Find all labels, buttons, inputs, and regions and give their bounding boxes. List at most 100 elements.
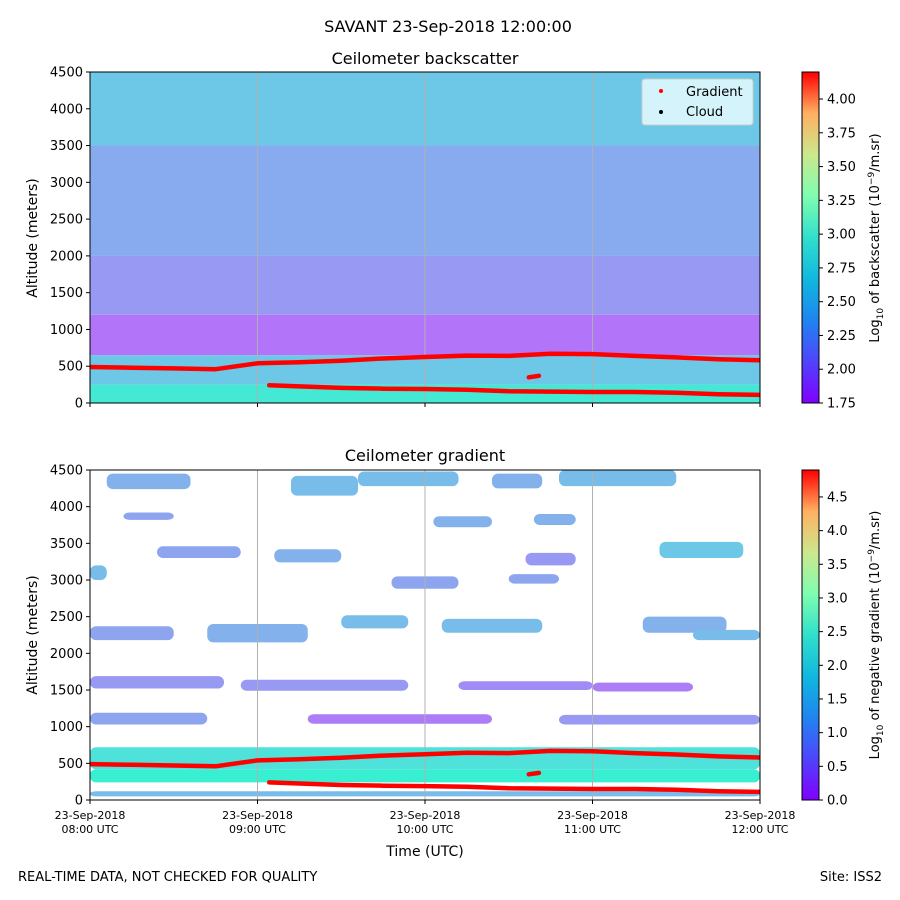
colorbar-tick-label-6: 3.0	[827, 591, 848, 606]
gradient-layer-22	[291, 475, 358, 496]
gradient-layer-15	[693, 629, 760, 641]
y-tick-label-1: 500	[58, 360, 83, 375]
colorbar-tick-label-7: 3.50	[827, 160, 856, 175]
gradient-y-axis: 0 500 1000 1500 2000 2500 3000 3500 4000 4500	[50, 464, 90, 809]
gradient-series-line-1	[266, 780, 760, 795]
x-tick-label-4-1: 12:00 UTC	[731, 823, 788, 836]
backscatter-ylabel: Altitude (meters)	[25, 178, 41, 298]
gradient-layer-16	[157, 546, 241, 558]
gradient-layer-8	[458, 681, 593, 690]
y-tick-label-5: 2500	[50, 213, 83, 228]
colorbar-tick-label-8: 3.75	[827, 126, 856, 141]
gradient-layer-21	[106, 473, 191, 490]
x-tick-label-1-0: 23-Sep-2018	[222, 809, 293, 822]
y-tick-label-4: 2000	[50, 647, 83, 662]
gradient-layer-7	[240, 679, 409, 691]
y-tick-label-1: 500	[58, 757, 83, 772]
colorbar-tick-label-4: 2.0	[827, 659, 848, 674]
gradient-colorbar: 0.0 0.5 1.0 1.5 2.0 2.5 3.0 3.5 4.0 4.5 Log10 of …	[801, 469, 886, 809]
gradient-layer-30	[508, 574, 559, 584]
gradient-layer-12	[341, 615, 409, 629]
gradient-layer-25	[559, 470, 677, 487]
y-tick-label-3: 1500	[50, 684, 83, 699]
gradient-layer-3	[90, 712, 208, 725]
colorbar-tick-label-3: 2.50	[827, 295, 856, 310]
gradient-colorbar-ramp	[801, 469, 820, 801]
y-tick-label-8: 4000	[50, 102, 83, 117]
gradient-gridlines	[257, 470, 593, 800]
footer-site: Site: ISS2	[819, 870, 882, 885]
colorbar-tick-label-9: 4.00	[827, 93, 856, 108]
figure-suptitle: SAVANT 23-Sep-2018 12:00:00	[324, 17, 572, 36]
gradient-layer-23	[358, 471, 459, 487]
x-tick-label-1-1: 09:00 UTC	[229, 823, 286, 836]
colorbar-tick-label-4: 2.75	[827, 261, 856, 276]
x-tick-label-2-1: 10:00 UTC	[396, 823, 453, 836]
gradient-layer-19	[659, 541, 744, 558]
backscatter-title: Ceilometer backscatter	[332, 49, 519, 68]
gradient-series-line-0	[90, 748, 760, 769]
gradient-series-line-1	[266, 383, 760, 398]
colorbar-tick-label-1: 0.5	[827, 760, 848, 775]
gradient-layer-20	[90, 565, 107, 580]
backscatter-y-axis: 0 500 1000 1500 2000 2500 3000 3500 4000 4500	[50, 66, 90, 412]
colorbar-tick-label-9: 4.5	[827, 490, 848, 505]
gradient-colorbar-label: Log10 of negative gradient (10−9/m.sr)	[867, 511, 886, 760]
footer-disclaimer: REAL-TIME DATA, NOT CHECKED FOR QUALITY	[18, 870, 318, 885]
y-tick-label-7: 3500	[50, 537, 83, 552]
backscatter-x-axis	[89, 403, 761, 407]
gradient-layer-4	[307, 714, 492, 724]
y-tick-label-3: 1500	[50, 286, 83, 301]
legend: Gradient Cloud	[641, 78, 754, 126]
gradient-series-line-2	[526, 373, 542, 380]
colorbar-tick-label-1: 2.00	[827, 363, 856, 378]
gradient-layer-6	[90, 676, 224, 689]
gradient-colorbar-ticks: 0.0 0.5 1.0 1.5 2.0 2.5 3.0 3.5 4.0 4.5	[819, 490, 848, 809]
gradient-layer-13	[441, 618, 543, 633]
colorbar-tick-label-7: 3.5	[827, 558, 848, 573]
colorbar-tick-label-5: 2.5	[827, 625, 848, 640]
y-tick-label-5: 2500	[50, 610, 83, 625]
gradient-layer-18	[525, 552, 576, 566]
gradient-panel: Ceilometer gradient 0 500 1000 1500 2000 2500…	[25, 446, 886, 860]
y-tick-label-9: 4500	[50, 464, 83, 479]
gradient-series-line-0	[90, 351, 760, 372]
legend-gradient-label: Gradient	[686, 85, 743, 100]
legend-gradient-marker	[659, 89, 663, 93]
x-tick-label-2-0: 23-Sep-2018	[390, 809, 461, 822]
colorbar-tick-label-8: 4.0	[827, 524, 848, 539]
y-tick-label-2: 1000	[50, 720, 83, 735]
colorbar-tick-label-5: 3.00	[827, 228, 856, 243]
gradient-series-line-2	[526, 770, 542, 777]
x-tick-label-0-1: 08:00 UTC	[61, 823, 118, 836]
colorbar-tick-label-0: 0.0	[827, 794, 848, 809]
gradient-layer-27	[433, 516, 492, 528]
y-tick-label-8: 4000	[50, 500, 83, 515]
y-tick-label-6: 3000	[50, 176, 83, 191]
gradient-layer-5	[559, 714, 760, 725]
gradient-layer-26	[123, 512, 174, 520]
backscatter-colorbar: 1.75 2.00 2.25 2.50 2.75 3.00 3.25 3.50 3.75 4.00…	[801, 71, 886, 412]
y-tick-label-0: 0	[75, 794, 83, 809]
backscatter-gridlines	[257, 72, 593, 403]
y-tick-label-4: 2000	[50, 249, 83, 264]
y-tick-label-7: 3500	[50, 139, 83, 154]
gradient-layer-14	[642, 616, 727, 633]
backscatter-gradient-series	[90, 351, 760, 398]
gradient-ylabel: Altitude (meters)	[25, 575, 41, 695]
backscatter-colorbar-ramp	[801, 71, 820, 404]
x-tick-label-3-0: 23-Sep-2018	[557, 809, 628, 822]
gradient-layer-9	[592, 682, 693, 692]
y-tick-label-6: 3000	[50, 574, 83, 589]
y-tick-label-2: 1000	[50, 323, 83, 338]
colorbar-tick-label-3: 1.5	[827, 692, 848, 707]
x-tick-label-0-0: 23-Sep-2018	[55, 809, 126, 822]
gradient-gradient-series	[90, 748, 760, 795]
colorbar-tick-label-2: 2.25	[827, 329, 856, 344]
y-tick-label-0: 0	[75, 397, 83, 412]
gradient-title: Ceilometer gradient	[345, 446, 505, 465]
y-tick-label-9: 4500	[50, 66, 83, 81]
backscatter-colorbar-label: Log10 of backscatter (10−9/m.sr)	[867, 133, 886, 342]
